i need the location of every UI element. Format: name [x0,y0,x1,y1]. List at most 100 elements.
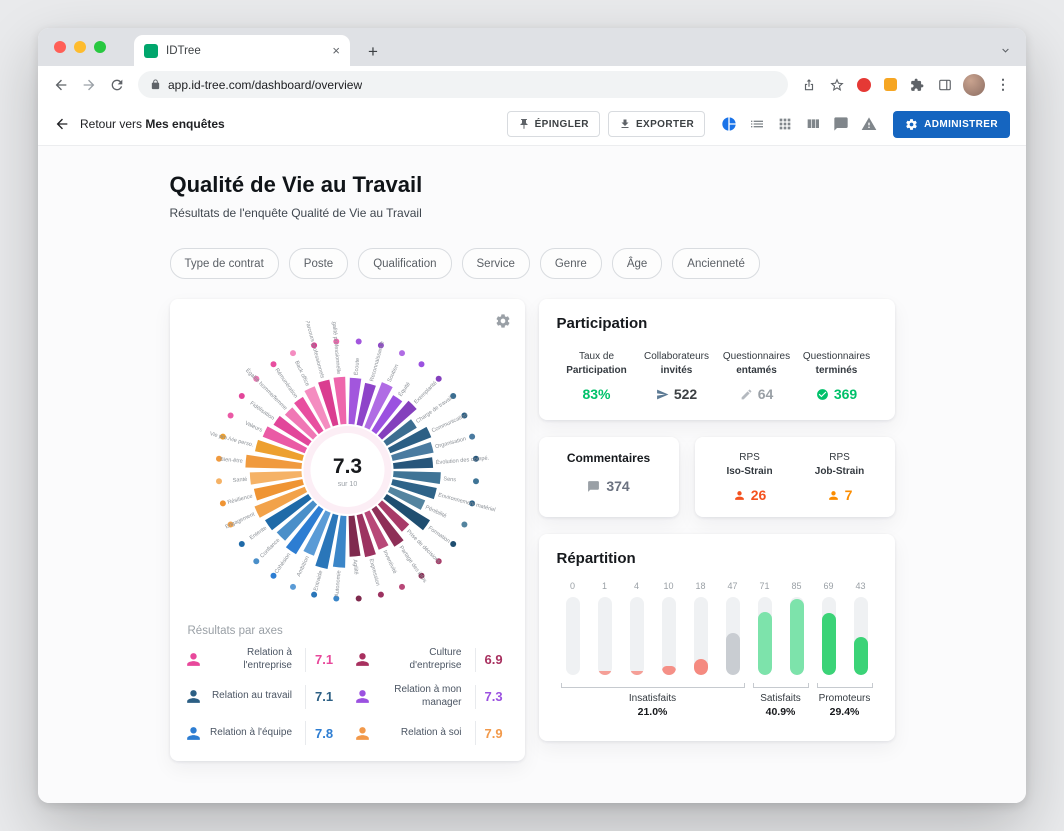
nps-bar-count: 1 [601,581,607,591]
radial-segment[interactable]: Entente 7.8 [264,494,312,531]
browser-tab[interactable]: IDTree × [134,35,350,66]
comments-card: Commentaires 374 [538,437,679,517]
radial-segment[interactable]: Environnement matériel 7.3 [390,479,437,500]
minimize-window-button[interactable] [74,41,86,53]
filter-chip[interactable]: Poste [288,248,349,279]
radial-segment[interactable]: Inventivité 6.8 [363,510,388,550]
radial-segment[interactable]: Charge de travail 6.4 [382,419,417,446]
export-button[interactable]: EXPORTER [607,111,706,137]
alerts-view-icon[interactable] [861,116,877,132]
grid-view-icon[interactable] [777,116,793,132]
nps-bar[interactable]: 43 [845,581,877,675]
radial-segment[interactable]: Fidélisation 6.9 [273,415,312,446]
radial-segment[interactable]: Communication 7.2 [387,426,431,454]
side-panel-icon[interactable] [932,72,958,98]
radial-segment[interactable]: Back office 7.2 [303,386,331,430]
forward-button[interactable] [76,72,102,98]
columns-view-icon[interactable] [805,116,821,132]
list-view-icon[interactable] [749,116,765,132]
nps-bar[interactable]: 47 [717,581,749,675]
radial-segment[interactable]: Égalité homme/femme 6.6 [284,407,317,440]
radial-label: Entraide [313,570,324,592]
radial-segment[interactable]: Formation 7.8 [382,494,430,531]
axis-label: Relation au travail [211,690,292,702]
nps-bar-fill [853,637,868,675]
radial-segment[interactable]: Vie pro./vie perso. 7.6 [254,439,304,461]
nps-bar[interactable]: 1 [589,581,621,675]
browser-menu-icon[interactable]: ⋮ [996,76,1010,92]
page-title: Qualité de Vie au Travail [169,172,423,197]
nps-bar[interactable]: 4 [621,581,653,675]
filter-chip[interactable]: Âge [611,248,663,279]
extension-icon[interactable] [878,73,902,97]
radial-segment[interactable]: Entraide 8.2 [314,513,338,569]
radial-segment[interactable]: Sens 7.5 [392,471,441,484]
breadcrumb[interactable]: Retour vers Mes enquêtes [80,117,225,131]
share-icon[interactable] [796,72,822,98]
radial-segment[interactable]: Organisation 7 [390,442,434,461]
tab-close-icon[interactable]: × [332,43,340,58]
radial-segment[interactable]: Agilité 6.9 [348,515,360,557]
reload-button[interactable] [104,72,130,98]
radial-segment[interactable]: Confiance 7.6 [276,500,317,541]
adblock-extension-icon[interactable] [852,73,876,97]
tab-search-chevron-icon[interactable] [999,44,1012,57]
radial-segment[interactable]: Parcours professionnels 7.4 [317,379,338,427]
radial-dot [270,361,276,368]
administer-button[interactable]: ADMINISTRER [893,110,1010,138]
radial-segment[interactable]: Valeurs 7.3 [262,426,307,454]
radial-segment[interactable]: Rémunération 6.8 [293,396,323,435]
axis-legend-item[interactable]: Relation à soi 7.9 [353,715,511,751]
extensions-puzzle-icon[interactable] [904,72,930,98]
filter-chip[interactable]: Type de contrat [169,248,279,279]
radial-segment[interactable]: Prise de décisions 6.5 [377,500,409,532]
filter-chip[interactable]: Genre [539,248,602,279]
radial-label: Reconnaissance [369,341,386,383]
filter-chip[interactable]: Ancienneté [672,248,760,279]
nps-bar[interactable]: 85 [781,581,813,675]
radial-segment[interactable]: Cohésion 8 [285,505,323,555]
filter-chip[interactable]: Service [461,248,530,279]
zoom-window-button[interactable] [94,41,106,53]
radial-dot [310,591,317,598]
radial-segment[interactable]: Soutien 7.6 [363,382,393,430]
nps-bar[interactable]: 0 [557,581,589,675]
pin-button[interactable]: ÉPINGLER [506,111,600,137]
comments-view-icon[interactable] [833,116,849,132]
nps-bar[interactable]: 10 [653,581,685,675]
profile-avatar[interactable] [963,73,985,96]
radial-segment[interactable]: Autonomie 7.9 [332,515,346,568]
filter-chip[interactable]: Qualification [358,248,452,279]
back-button[interactable] [48,72,74,98]
app-back-button[interactable] [54,116,70,132]
axis-legend-item[interactable]: Relation au travail 7.1 [184,678,342,715]
axis-legend-item[interactable]: Relation à mon manager 7.3 [353,678,511,715]
radial-segment[interactable]: Engagement 8.1 [254,486,307,518]
radial-segment[interactable]: Écoute 7.4 [348,377,361,425]
radial-segment[interactable]: Expression 7.1 [356,513,376,558]
radial-segment[interactable]: Ambition 7.4 [302,510,331,556]
url-field[interactable]: app.id-tree.com/dashboard/overview [138,71,788,98]
close-window-button[interactable] [54,41,66,53]
nps-bar[interactable]: 69 [813,581,845,675]
axis-legend-item[interactable]: Relation à l'équipe 7.8 [184,715,342,751]
radial-segment[interactable]: Santé 7.9 [249,471,302,485]
nps-bar[interactable]: 71 [749,581,781,675]
axis-legend-item[interactable]: Relation à l'entreprise 7.1 [184,641,342,678]
radial-segment[interactable]: Partage des infos 7.2 [371,505,404,547]
radial-segment[interactable]: Résilience 7.7 [253,479,304,501]
bookmark-star-icon[interactable] [824,72,850,98]
axis-legend-item[interactable]: Culture d'entreprise 6.9 [353,641,511,678]
radial-segment[interactable]: Bien-être 8.3 [244,454,302,469]
radial-segment[interactable]: Exemplarité 7.4 [377,400,417,440]
nps-bar[interactable]: 18 [685,581,717,675]
repartition-bars: 0 1 4 10 18 47 71 85 [557,581,877,675]
new-tab-button[interactable]: + [368,42,378,61]
radial-segment[interactable]: Égalité professionnelle 7.5 [333,376,346,425]
radial-segment[interactable]: Reconnaissance 7.1 [356,382,376,427]
radial-segment[interactable]: Pénibilité 6.6 [387,486,425,510]
radial-segment[interactable]: Évolution des compé. 6.8 [392,457,433,469]
pie-chart-view-icon[interactable] [721,116,737,132]
chart-settings-icon[interactable] [495,313,511,329]
radial-segment[interactable]: Équité 7 [371,395,402,435]
